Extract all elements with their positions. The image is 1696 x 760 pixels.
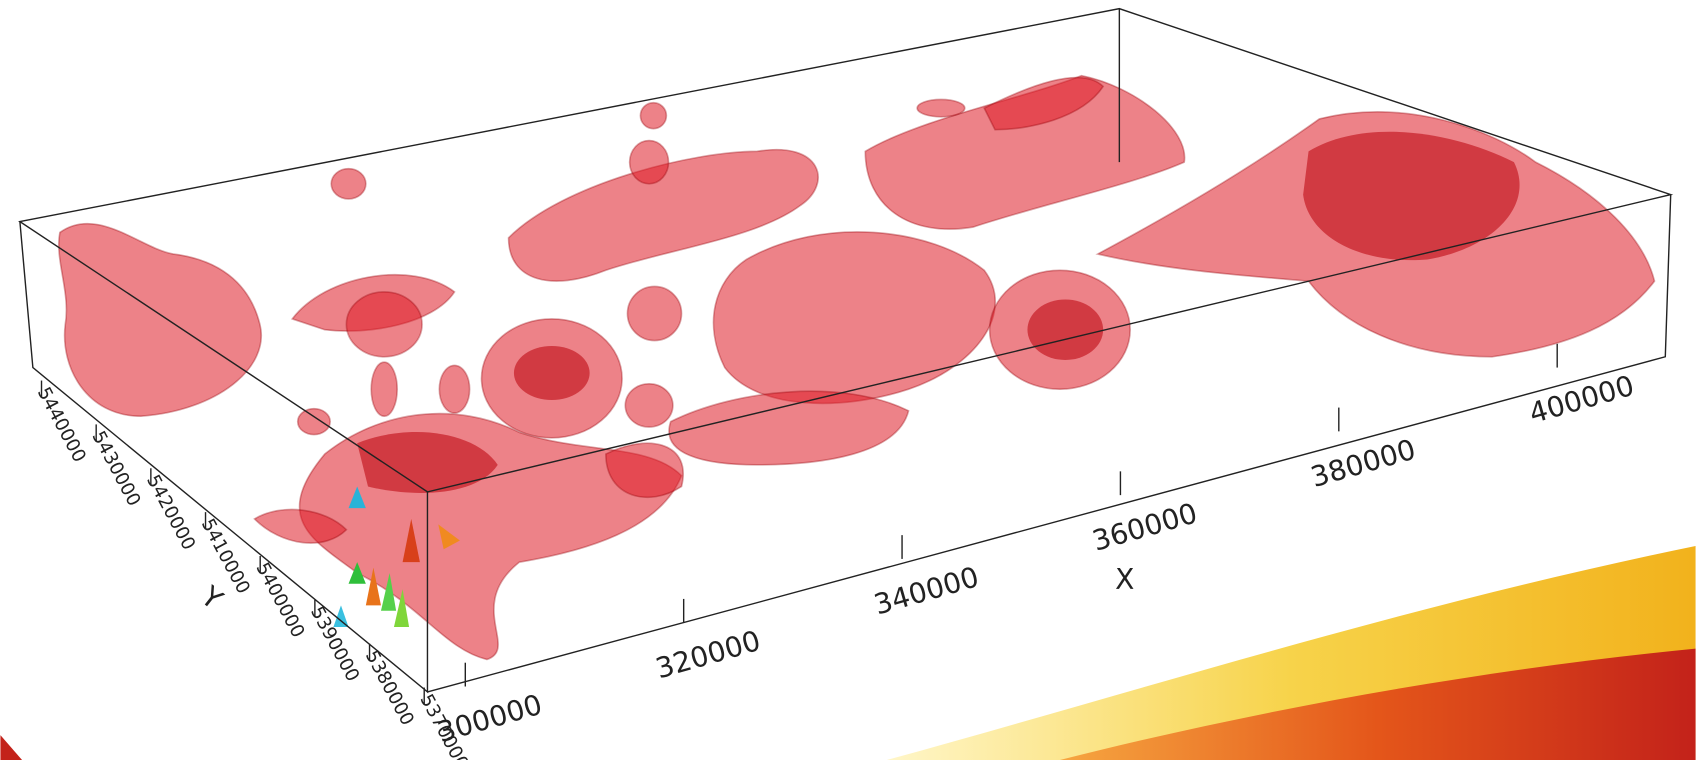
- isosurface: [1027, 299, 1103, 360]
- y-tick-label: 5420000: [142, 472, 199, 554]
- isosurface: [625, 384, 673, 427]
- isosurface: [331, 169, 366, 199]
- y-axis-title: Y: [194, 579, 229, 617]
- isosurface: [669, 391, 909, 465]
- x-tick-label: 320000: [652, 624, 764, 685]
- y-tick-label: 5400000: [251, 559, 308, 641]
- isosurface: [514, 346, 590, 400]
- isosurface: [630, 141, 669, 184]
- x-tick-label: 400000: [1526, 369, 1638, 430]
- x-axis-title: X: [1115, 563, 1134, 596]
- isosurface: [640, 103, 666, 129]
- isosurface: [346, 292, 422, 357]
- isosurfaces: [59, 76, 1655, 660]
- isosurface: [917, 99, 965, 116]
- x-tick-label: 360000: [1089, 496, 1201, 557]
- isosurface: [59, 224, 261, 417]
- x-tick-label: 340000: [870, 560, 982, 621]
- visualization: 300000320000340000360000380000400000 537…: [0, 0, 1696, 760]
- isosurface: [439, 365, 469, 413]
- y-tick-label: 5380000: [361, 647, 418, 729]
- background-swoosh: [0, 735, 22, 760]
- isosurface: [714, 232, 996, 403]
- isosurface: [371, 362, 397, 416]
- isosurface: [627, 286, 681, 340]
- y-tick-label: 5440000: [33, 384, 90, 466]
- y-tick-label: 5410000: [197, 515, 254, 597]
- isosurface: [298, 409, 330, 435]
- y-tick-label: 5430000: [87, 428, 144, 510]
- x-tick-label: 380000: [1307, 433, 1419, 494]
